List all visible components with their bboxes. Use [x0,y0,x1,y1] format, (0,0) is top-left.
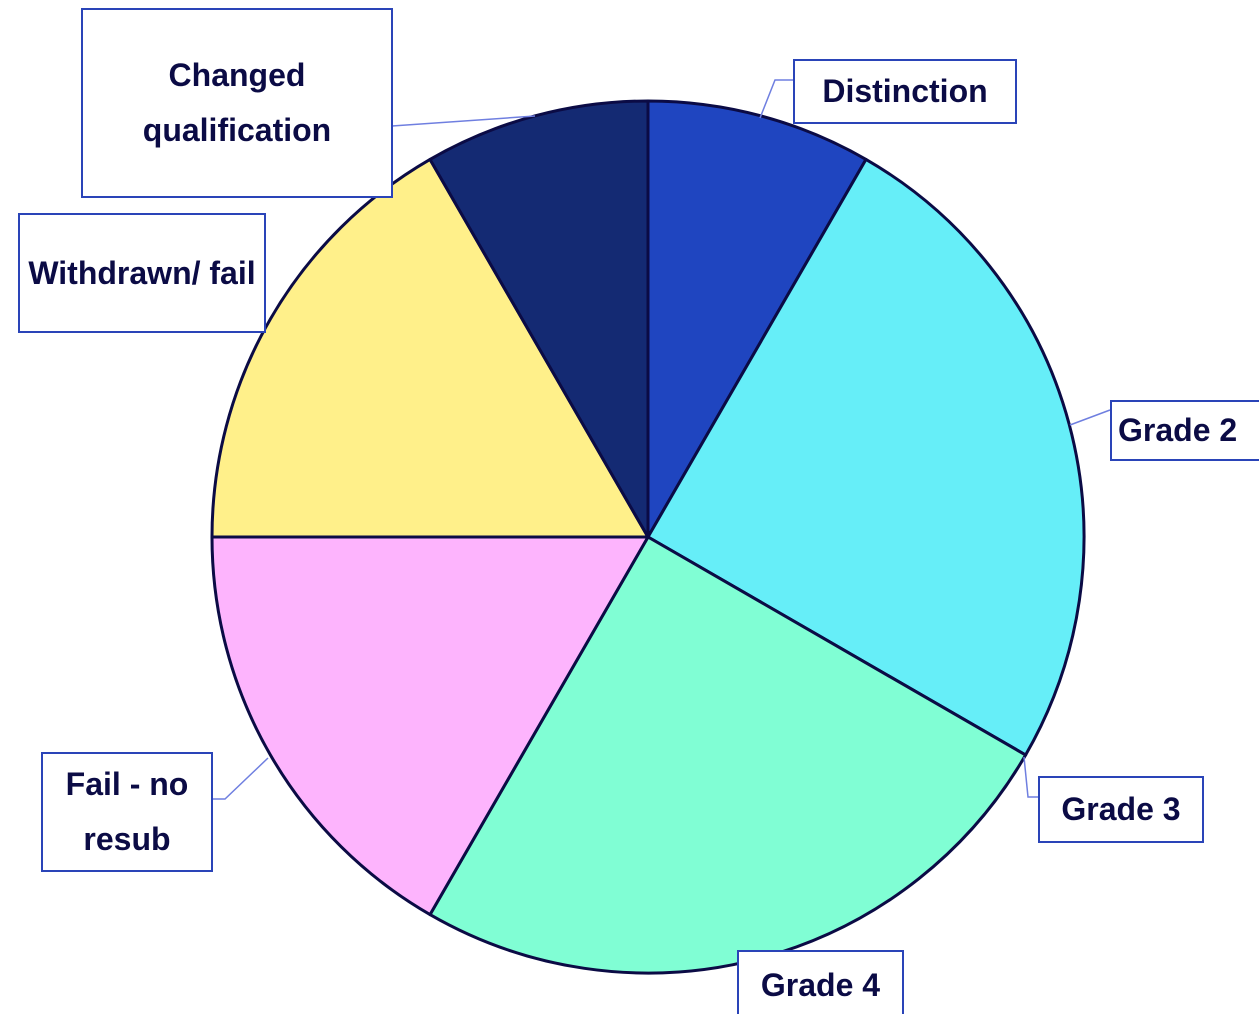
slice-label: Grade 2 [1110,400,1259,461]
slice-label: Withdrawn/ fail [18,213,266,333]
pie-slice [210,535,650,917]
slice-label: Distinction [793,59,1017,124]
pie-slice [428,99,650,539]
slice-label: Changed qualification [81,8,393,198]
pie-slice [646,157,1086,757]
leader-line [212,757,269,800]
leader-line [1023,756,1038,798]
slice-label: Grade 3 [1038,776,1204,843]
slice-label: Grade 4 [737,950,904,1014]
leader-line [1069,409,1111,426]
leader-line [391,115,536,127]
leader-line [759,79,793,119]
slice-label: Fail - no resub [41,752,213,872]
